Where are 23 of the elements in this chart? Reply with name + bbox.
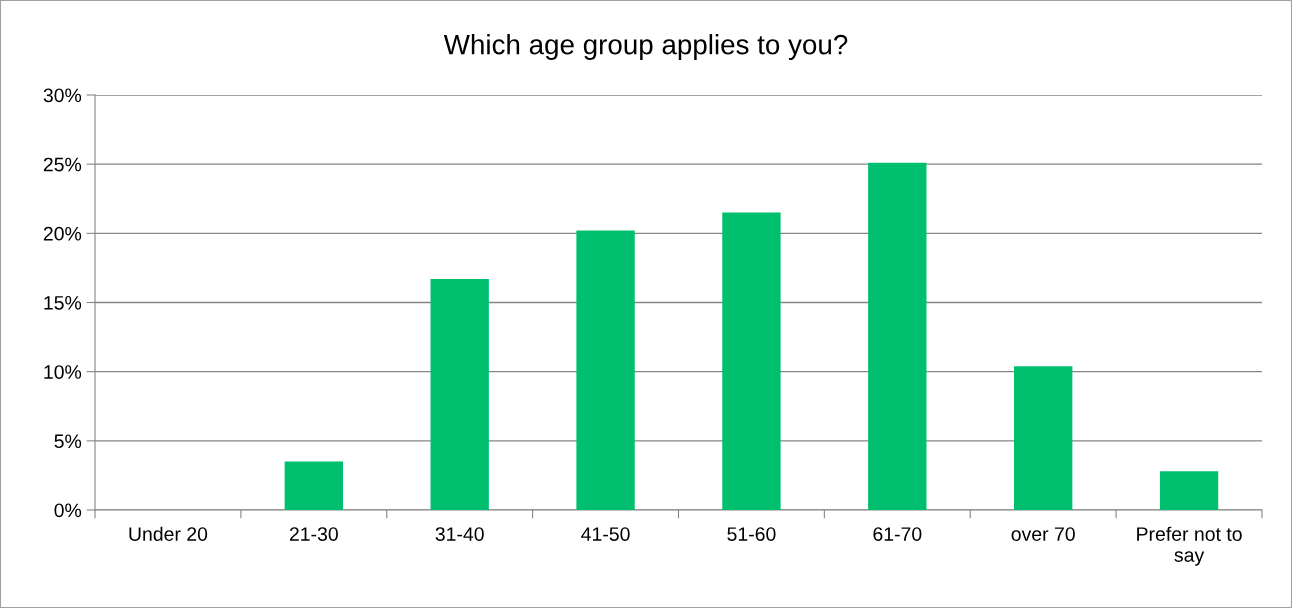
- chart-title: Which age group applies to you?: [443, 34, 848, 60]
- y-tick-label: 5%: [54, 434, 82, 449]
- x-tick-label: Under 20: [129, 526, 208, 541]
- bar: [1159, 471, 1219, 510]
- bar: [722, 212, 781, 510]
- bar: [1014, 366, 1073, 510]
- y-tick-label: 0%: [54, 503, 82, 518]
- x-tick-label: 41-50: [581, 527, 630, 541]
- y-tick-label: 20%: [43, 226, 82, 241]
- y-tick-label: 10%: [44, 365, 82, 379]
- x-tick-label: 31-40: [435, 527, 484, 541]
- x-tick-label: over 70: [1011, 527, 1075, 541]
- bar: [576, 230, 635, 510]
- bar: [430, 278, 489, 510]
- bar: [284, 461, 343, 510]
- y-tick-label: 30%: [43, 88, 82, 103]
- x-tick-label: 21-30: [289, 527, 338, 541]
- y-tick-label: 25%: [43, 157, 82, 172]
- y-tick-label: 15%: [44, 296, 82, 310]
- x-tick-label: 61-70: [873, 527, 922, 541]
- bar: [868, 162, 927, 510]
- x-tick-label: 51-60: [727, 527, 776, 541]
- x-tick-label: Prefer not to say: [1137, 526, 1242, 566]
